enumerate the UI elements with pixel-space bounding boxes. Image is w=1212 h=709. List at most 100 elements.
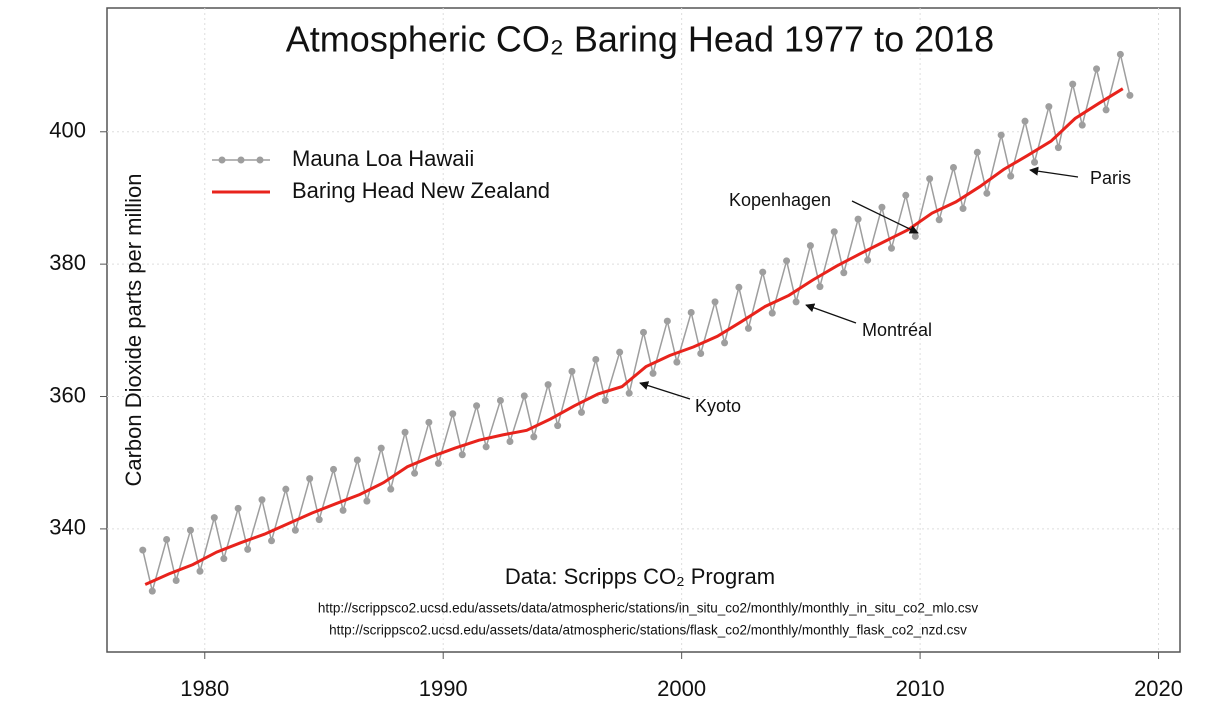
data-point [449, 410, 457, 418]
data-point [759, 268, 767, 276]
series-line [142, 54, 1131, 592]
data-point [1116, 50, 1124, 58]
legend-label: Baring Head New Zealand [292, 178, 550, 203]
data-point [330, 465, 338, 473]
data-point [339, 506, 347, 514]
annotation-arrow [1029, 166, 1079, 178]
data-point [148, 587, 156, 595]
y-tick-label: 360 [49, 382, 86, 407]
data-point [530, 433, 538, 441]
data-point [592, 355, 600, 363]
data-point [687, 308, 695, 316]
data-point [434, 459, 442, 467]
y-tick-label: 400 [49, 118, 86, 143]
data-point [520, 392, 528, 400]
data-point [220, 555, 228, 563]
data-point [258, 496, 266, 504]
data-point [721, 339, 729, 347]
data-point [697, 349, 705, 357]
data-point [1007, 172, 1015, 180]
data-point [377, 444, 385, 452]
data-point [1102, 106, 1110, 114]
data-point [1126, 91, 1134, 99]
data-point [425, 418, 433, 426]
data-point [282, 485, 290, 493]
data-point [840, 269, 848, 277]
data-point [401, 428, 409, 436]
data-point [1054, 144, 1062, 152]
data-point [315, 516, 323, 524]
data-point [830, 228, 838, 236]
data-point [735, 283, 743, 291]
data-point [792, 298, 800, 306]
data-point [1031, 158, 1039, 166]
annotation: Paris [1090, 168, 1131, 188]
legend-marker [237, 156, 245, 164]
source-url: http://scrippsco2.ucsd.edu/assets/data/a… [329, 623, 967, 638]
data-point [601, 396, 609, 404]
data-point [673, 358, 681, 366]
data-point [568, 367, 576, 375]
data-point [482, 443, 490, 451]
data-point [387, 485, 395, 493]
data-point [268, 537, 276, 545]
data-point [353, 456, 361, 464]
data-point [1069, 80, 1077, 88]
data-point [1078, 121, 1086, 129]
data-point [711, 298, 719, 306]
x-tick-label: 1980 [180, 676, 229, 701]
data-point [878, 203, 886, 211]
data-point [935, 216, 943, 224]
data-point [363, 497, 371, 505]
data-point [411, 469, 419, 477]
data-point [506, 438, 514, 446]
y-tick-label: 380 [49, 250, 86, 275]
data-point [496, 396, 504, 404]
data-point [854, 215, 862, 223]
data-point [973, 148, 981, 156]
annotation: Montréal [862, 320, 932, 340]
data-point [458, 451, 466, 459]
data-point [1021, 117, 1029, 125]
data-point [196, 567, 204, 575]
data-point [768, 309, 776, 317]
legend-marker [256, 156, 264, 164]
data-point [163, 535, 171, 543]
data-point [949, 164, 957, 172]
x-tick-label: 1990 [419, 676, 468, 701]
data-point [902, 191, 910, 199]
data-point [625, 389, 633, 397]
data-point [234, 504, 242, 512]
data-point [783, 257, 791, 265]
y-tick-label: 340 [49, 515, 86, 540]
data-point [244, 545, 252, 553]
annotation-arrow [851, 200, 919, 234]
data-point [1093, 65, 1101, 73]
x-tick-label: 2010 [896, 676, 945, 701]
source-url: http://scrippsco2.ucsd.edu/assets/data/a… [318, 601, 979, 616]
annotation-arrow [639, 381, 691, 400]
data-point [616, 348, 624, 356]
data-point [926, 175, 934, 183]
data-point [210, 514, 218, 522]
annotation-arrow [805, 303, 857, 324]
data-point [864, 256, 872, 264]
chart-title: Atmospheric CO₂ Baring Head 1977 to 2018 [286, 19, 994, 60]
x-tick-label: 2000 [657, 676, 706, 701]
data-point [649, 369, 657, 377]
data-point [473, 402, 481, 410]
data-point [139, 546, 147, 554]
data-point [816, 283, 824, 291]
data-point [186, 526, 194, 534]
data-point [640, 328, 647, 336]
annotation: Kyoto [695, 396, 741, 416]
data-point [291, 526, 299, 534]
source: Data: Scripps CO₂ Program [505, 564, 775, 589]
legend-label: Mauna Loa Hawaii [292, 146, 474, 171]
y-axis-label: Carbon Dioxide parts per million [121, 173, 146, 486]
data-point [983, 189, 991, 197]
data-point [997, 131, 1005, 139]
x-tick-label: 2020 [1134, 676, 1183, 701]
data-point [306, 475, 314, 483]
